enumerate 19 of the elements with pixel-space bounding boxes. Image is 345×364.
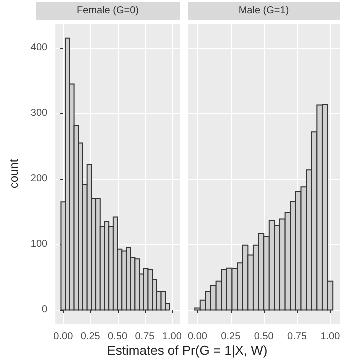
x-tick-label: 1.00 bbox=[162, 332, 182, 342]
x-tick-label: 0.50 bbox=[108, 332, 128, 342]
y-tick-label: 100 bbox=[30, 239, 48, 250]
chart-title: Female (G=0) bbox=[77, 6, 139, 16]
y-tick-label: 200 bbox=[30, 174, 48, 185]
y-tick-label: 0 bbox=[42, 304, 48, 316]
y-tick-label: 400 bbox=[30, 42, 48, 54]
x-axis-title: Estimates of Pr(G = 1|X, W) bbox=[106, 343, 269, 358]
x-tick-label: 0.50 bbox=[254, 332, 274, 342]
y-tick-label: 300 bbox=[30, 108, 48, 120]
x-tick-label: 0.75 bbox=[135, 332, 156, 342]
x-tick-label: 0.75 bbox=[288, 332, 308, 342]
x-tick-label: 0.00 bbox=[54, 332, 74, 342]
x-tick-label: 1.00 bbox=[320, 332, 341, 342]
x-tick-label: 0.00 bbox=[188, 332, 208, 342]
x-tick-label: 0.25 bbox=[80, 332, 101, 342]
x-tick-label: 0.25 bbox=[221, 332, 242, 342]
chart-title: Male (G=1) bbox=[238, 6, 290, 16]
y-axis-title: count bbox=[7, 158, 21, 189]
